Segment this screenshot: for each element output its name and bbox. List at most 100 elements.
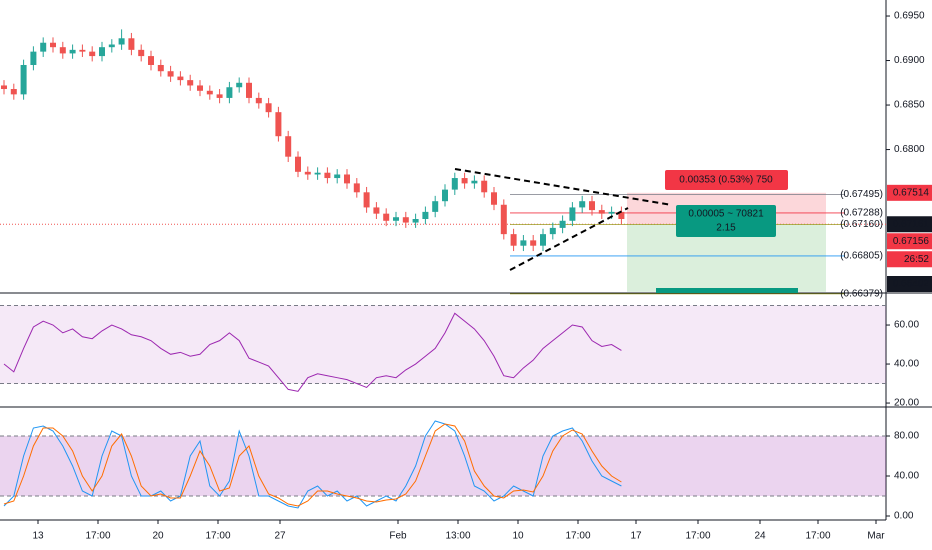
reward-label: 0.00005 ~ 70821 — [688, 209, 764, 220]
x-tick-label: Mar — [867, 531, 885, 542]
x-tick-label: Feb — [389, 531, 407, 542]
candle-body — [373, 207, 380, 214]
candle-body — [255, 97, 262, 104]
candle-body — [598, 210, 605, 214]
price-label-box — [887, 184, 932, 201]
candle-body — [540, 234, 546, 246]
x-tick-label: 20 — [152, 531, 164, 542]
candle-body — [167, 71, 174, 77]
indicator-line — [3, 312, 622, 392]
level-label: (0.67288) — [840, 208, 883, 219]
candle-body — [363, 192, 370, 208]
y-tick-label: 40.00 — [894, 471, 919, 482]
candle-body — [510, 234, 517, 246]
y-tick-label: 0.6800 — [894, 144, 925, 155]
x-tick-label: 17:00 — [805, 531, 830, 542]
candle-body — [559, 220, 566, 228]
candle-body — [40, 42, 47, 52]
x-tick-label: 13:00 — [445, 531, 470, 542]
x-tick-label: 17:00 — [685, 531, 710, 542]
x-tick-label: 10 — [512, 531, 524, 542]
candle-body — [334, 174, 341, 179]
x-tick-label: 27 — [274, 531, 286, 542]
x-tick-label: 24 — [754, 531, 766, 542]
candle-body — [393, 217, 399, 221]
candle-body — [177, 76, 184, 81]
candle-body — [50, 42, 56, 48]
candle-body — [118, 38, 125, 45]
candle-body — [128, 38, 135, 50]
candle-body — [79, 49, 86, 52]
candle-body — [491, 192, 497, 205]
y-tick-label: 0.6900 — [894, 55, 925, 66]
indicator-line — [3, 420, 622, 509]
y-tick-label: 0.6950 — [894, 11, 925, 22]
band-fill — [0, 305, 886, 384]
candle-body — [148, 56, 154, 65]
ratio-label: 2.15 — [716, 223, 736, 234]
candle-body — [10, 89, 17, 95]
price-label-box — [887, 251, 932, 268]
candle-body — [520, 240, 527, 246]
candle-body — [500, 204, 507, 235]
candle-body — [295, 156, 301, 172]
level-label: (0.66379) — [840, 289, 883, 300]
candle-body — [530, 240, 537, 246]
candle-body — [59, 47, 66, 54]
candle-body — [69, 49, 76, 54]
candle-body — [481, 180, 488, 193]
x-tick-label: 17:00 — [85, 531, 110, 542]
candle-body — [569, 207, 576, 221]
candle-body — [20, 64, 27, 95]
candle-body — [275, 112, 282, 137]
candle-body — [206, 90, 213, 95]
price-label: 0.67161 — [893, 219, 930, 230]
y-tick-label: 0.00 — [894, 511, 914, 522]
price-label: 0.67514 — [893, 187, 930, 198]
candle-body — [304, 171, 311, 175]
price-label-box — [887, 233, 932, 250]
candle-body — [89, 51, 96, 57]
candle-body — [402, 217, 409, 223]
y-tick-label: 80.00 — [894, 431, 919, 442]
price-label-box — [887, 276, 932, 292]
candle-body — [461, 178, 468, 184]
candle-body — [442, 189, 448, 202]
level-label: (0.67160) — [840, 219, 883, 230]
candle-body — [344, 174, 350, 184]
level-label: (0.67495) — [840, 189, 883, 200]
candle-body — [314, 172, 321, 175]
trend-line — [509, 207, 629, 271]
reward-box — [676, 205, 776, 237]
candle-body — [353, 183, 360, 193]
y-tick-label: 60.00 — [894, 320, 919, 331]
x-tick-label: 17:00 — [205, 531, 230, 542]
candle-body — [157, 64, 164, 72]
candle-body — [99, 47, 105, 57]
candle-body — [589, 201, 595, 211]
candle-body — [246, 82, 252, 98]
y-tick-label: 40.00 — [894, 359, 919, 370]
candle-body — [138, 49, 145, 57]
candle-body — [265, 103, 272, 113]
candle-body — [197, 85, 203, 91]
candle-body — [324, 172, 331, 179]
y-tick-label: 20.00 — [894, 398, 919, 409]
candle-body — [608, 211, 615, 214]
x-tick-label: 17:00 — [565, 531, 590, 542]
candle-body — [579, 201, 586, 208]
risk-label: 0.00353 (0.53%) 750 — [679, 175, 773, 186]
candle-body — [285, 136, 292, 157]
candle-body — [1, 85, 7, 90]
x-tick-label: 17 — [630, 531, 642, 542]
candle-body — [451, 178, 458, 190]
x-tick-label: 13 — [32, 531, 44, 542]
candle-body — [422, 211, 429, 219]
trend-line — [454, 168, 673, 206]
risk-box — [665, 170, 788, 190]
level-label: (0.66805) — [840, 251, 883, 262]
candle-body — [432, 201, 439, 212]
candle-body — [236, 82, 243, 88]
indicator-line — [3, 423, 622, 507]
